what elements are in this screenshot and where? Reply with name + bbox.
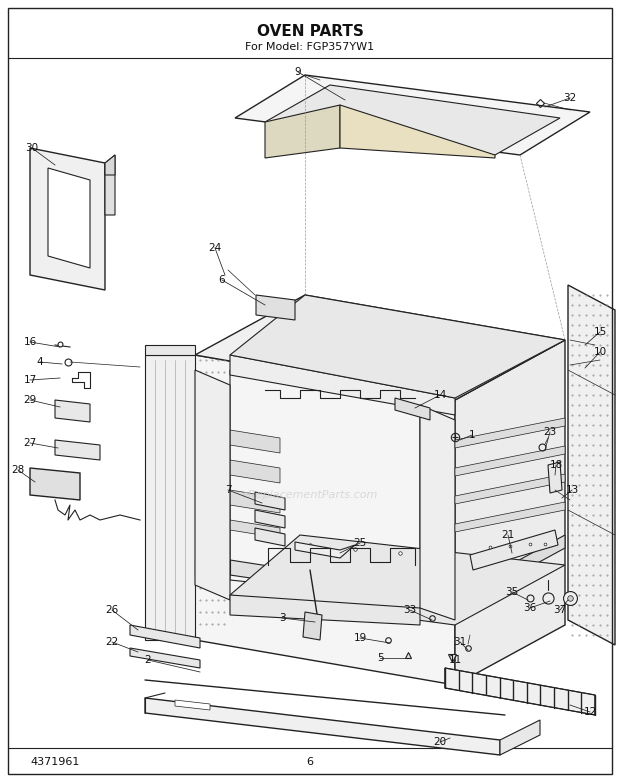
Text: eReplacementParts.com: eReplacementParts.com — [242, 490, 378, 500]
Polygon shape — [420, 405, 455, 620]
Text: 32: 32 — [564, 93, 577, 103]
Polygon shape — [256, 295, 295, 320]
Polygon shape — [230, 355, 455, 415]
Text: 6: 6 — [306, 757, 314, 767]
Text: 37: 37 — [554, 605, 567, 615]
Polygon shape — [455, 418, 565, 448]
Polygon shape — [235, 75, 590, 155]
Polygon shape — [395, 398, 430, 420]
Polygon shape — [130, 625, 200, 648]
Polygon shape — [455, 535, 565, 608]
Polygon shape — [30, 148, 105, 290]
Polygon shape — [130, 648, 200, 668]
Polygon shape — [230, 295, 565, 398]
Text: For Model: FGP357YW1: For Model: FGP357YW1 — [246, 42, 374, 52]
Polygon shape — [145, 698, 500, 755]
Text: 5: 5 — [377, 653, 383, 663]
Text: 12: 12 — [583, 707, 596, 717]
Text: 28: 28 — [11, 465, 25, 475]
Polygon shape — [195, 355, 455, 685]
Text: 6: 6 — [219, 275, 225, 285]
Text: 21: 21 — [502, 530, 515, 540]
Polygon shape — [568, 285, 615, 645]
Polygon shape — [265, 105, 340, 158]
Text: 27: 27 — [24, 438, 37, 448]
Text: 17: 17 — [24, 375, 37, 385]
Polygon shape — [230, 520, 280, 538]
Polygon shape — [303, 612, 322, 640]
Polygon shape — [230, 595, 420, 625]
Text: 10: 10 — [593, 347, 606, 357]
Polygon shape — [500, 720, 540, 755]
Text: 33: 33 — [404, 605, 417, 615]
Polygon shape — [548, 462, 562, 493]
Text: 20: 20 — [433, 737, 446, 747]
Text: 30: 30 — [25, 143, 38, 153]
Polygon shape — [445, 668, 595, 715]
Polygon shape — [255, 510, 285, 528]
Text: 13: 13 — [565, 485, 578, 495]
Text: 24: 24 — [208, 243, 221, 253]
Polygon shape — [230, 535, 565, 625]
Text: 14: 14 — [433, 390, 446, 400]
Polygon shape — [105, 155, 115, 175]
Text: 16: 16 — [24, 337, 37, 347]
Polygon shape — [195, 370, 230, 600]
Polygon shape — [340, 105, 495, 158]
Polygon shape — [48, 168, 90, 268]
Text: 23: 23 — [543, 427, 557, 437]
Polygon shape — [295, 542, 355, 558]
Text: 22: 22 — [105, 637, 118, 647]
Polygon shape — [55, 400, 90, 422]
Polygon shape — [230, 560, 455, 608]
Text: 35: 35 — [505, 587, 518, 597]
Polygon shape — [455, 340, 565, 685]
Text: 29: 29 — [24, 395, 37, 405]
Polygon shape — [255, 528, 285, 546]
Text: 4: 4 — [37, 357, 43, 367]
Polygon shape — [230, 430, 280, 453]
Text: 1: 1 — [469, 430, 476, 440]
Polygon shape — [470, 530, 558, 570]
Text: 36: 36 — [523, 603, 537, 613]
Text: 11: 11 — [448, 655, 462, 665]
Text: 4371961: 4371961 — [30, 757, 79, 767]
Polygon shape — [175, 700, 210, 710]
Polygon shape — [255, 492, 285, 510]
Text: 19: 19 — [353, 633, 366, 643]
Text: 7: 7 — [224, 485, 231, 495]
Text: 31: 31 — [453, 637, 467, 647]
Polygon shape — [230, 460, 280, 483]
Polygon shape — [455, 446, 565, 476]
Polygon shape — [455, 502, 565, 532]
Polygon shape — [145, 345, 195, 355]
Polygon shape — [105, 155, 115, 215]
Text: 9: 9 — [294, 67, 301, 77]
Polygon shape — [455, 474, 565, 504]
Polygon shape — [195, 560, 230, 575]
Text: 2: 2 — [144, 655, 151, 665]
Polygon shape — [230, 490, 280, 513]
Text: 26: 26 — [105, 605, 118, 615]
Polygon shape — [145, 355, 195, 640]
Polygon shape — [30, 468, 80, 500]
Text: 25: 25 — [353, 538, 366, 548]
Polygon shape — [265, 85, 560, 155]
Polygon shape — [55, 440, 100, 460]
Text: OVEN PARTS: OVEN PARTS — [257, 24, 363, 40]
Text: 3: 3 — [278, 613, 285, 623]
Text: 15: 15 — [593, 327, 606, 337]
Polygon shape — [195, 295, 565, 400]
Text: 18: 18 — [549, 460, 562, 470]
